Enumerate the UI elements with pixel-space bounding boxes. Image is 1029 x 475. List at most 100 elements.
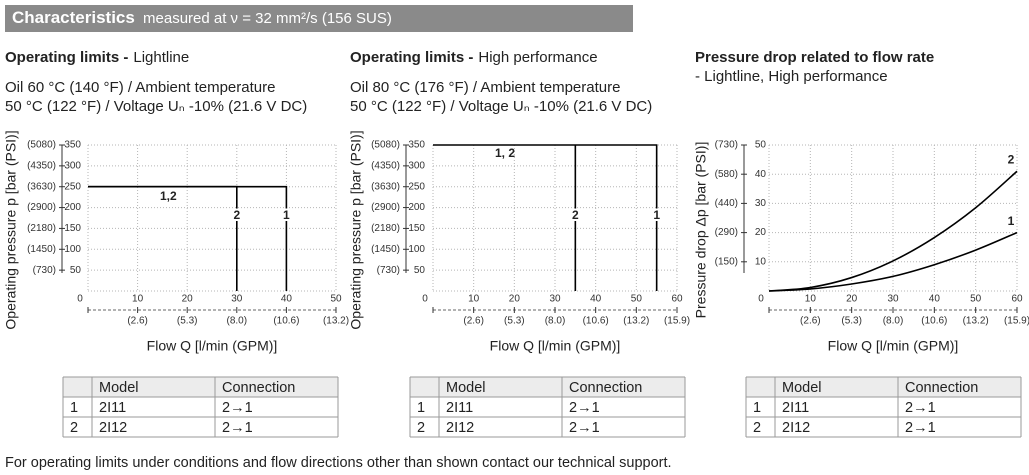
y-tick-label: 20 — [755, 227, 767, 238]
x-tick-label-gpm: (2.6) — [127, 316, 148, 327]
footnote: For operating limits under conditions an… — [5, 455, 672, 471]
table-cell: 2 — [70, 420, 78, 436]
y-tick-label: 100 — [408, 244, 425, 255]
x-tick-label: 60 — [671, 294, 683, 305]
header-subtitle: measured at ν = 32 mm²/s (156 SUS) — [143, 10, 392, 27]
y-tick-label-psi: (2180) — [27, 223, 56, 234]
y-tick-label-psi: (2180) — [371, 223, 400, 234]
x-tick-label: 0 — [422, 294, 428, 305]
table-header: Connection — [569, 380, 642, 396]
series-label: 1 — [283, 208, 290, 222]
x-tick-label: 50 — [330, 294, 342, 305]
y-tick-label-psi: (3630) — [27, 181, 56, 192]
y-tick-label: 200 — [64, 202, 81, 213]
x-tick-label: 10 — [132, 294, 144, 305]
y-axis-label: Operating pressure p [bar (PSI)] — [3, 130, 19, 329]
y-tick-label: 30 — [755, 198, 767, 209]
x-tick-label-gpm: (10.6) — [921, 316, 947, 327]
chart-subtitle: - Lightline, High performance — [695, 68, 888, 85]
y-tick-label: 50 — [70, 265, 82, 276]
condition: Oil 80 °C (176 °F) / Ambient temperature — [350, 79, 620, 96]
header-bar — [5, 5, 633, 32]
table-header: Model — [782, 380, 822, 396]
y-tick-label-psi: (1450) — [27, 244, 56, 255]
table-cell: 2 — [753, 420, 761, 436]
y-tick-label-psi: (2900) — [27, 202, 56, 213]
condition: 50 °C (122 °F) / Voltage Uₙ -10% (21.6 V… — [5, 98, 307, 115]
x-tick-label: 0 — [758, 294, 764, 305]
y-tick-label: 10 — [755, 256, 767, 267]
series-label: 2 — [572, 208, 579, 222]
table-cell: 2→1 — [222, 420, 253, 436]
x-axis-label: Flow Q [l/min (GPM)] — [828, 338, 959, 354]
x-tick-label-gpm: (8.0) — [545, 316, 566, 327]
x-tick-label-gpm: (13.2) — [623, 316, 649, 327]
annotation: 1, 2 — [495, 146, 515, 160]
x-tick-label-gpm: (10.6) — [583, 316, 609, 327]
condition: Oil 60 °C (140 °F) / Ambient temperature — [5, 79, 275, 96]
chart-subtitle: Lightline — [133, 49, 189, 66]
x-tick-label: 10 — [805, 294, 817, 305]
y-tick-label: 300 — [408, 160, 425, 171]
table-cell: 2 — [417, 420, 425, 436]
chart-subtitle: High performance — [478, 49, 597, 66]
table-cell: 2→1 — [905, 420, 936, 436]
y-tick-label: 350 — [408, 140, 425, 151]
x-tick-label: 50 — [970, 294, 982, 305]
table-cell: 2I12 — [99, 420, 127, 436]
table-header: Connection — [905, 380, 978, 396]
table-header: Model — [99, 380, 139, 396]
x-tick-label-gpm: (2.6) — [800, 316, 821, 327]
y-tick-label-psi: (4350) — [371, 160, 400, 171]
y-tick-label: 200 — [408, 202, 425, 213]
table-cell: 2→1 — [569, 420, 600, 436]
y-tick-label: 250 — [408, 181, 425, 192]
table-cell: 2I11 — [99, 400, 126, 416]
curve — [768, 231, 1018, 292]
table-cell: 2→1 — [222, 400, 253, 416]
x-tick-label-gpm: (5.3) — [841, 316, 862, 327]
x-tick-label-gpm: (13.2) — [323, 316, 349, 327]
x-tick-label: 40 — [281, 294, 293, 305]
table-cell: 2→1 — [569, 400, 600, 416]
x-tick-label: 10 — [468, 294, 480, 305]
series-label: 2 — [233, 208, 240, 222]
y-tick-label: 350 — [64, 140, 81, 151]
x-tick-label: 30 — [887, 294, 899, 305]
y-tick-label-psi: (2900) — [371, 202, 400, 213]
header-title: Characteristics — [12, 8, 135, 27]
x-tick-label: 40 — [929, 294, 941, 305]
chart-title: Pressure drop related to flow rate — [695, 49, 934, 66]
x-axis-label: Flow Q [l/min (GPM)] — [147, 338, 278, 354]
y-tick-label-psi: (1450) — [371, 244, 400, 255]
table-header-bg — [410, 377, 685, 397]
x-tick-label-gpm: (2.6) — [463, 316, 484, 327]
y-tick-label-psi: (730) — [33, 265, 56, 276]
y-tick-label: 300 — [64, 160, 81, 171]
annotation: 1,2 — [160, 189, 177, 203]
table-header-bg — [63, 377, 338, 397]
x-tick-label-gpm: (5.3) — [504, 316, 525, 327]
x-axis-label: Flow Q [l/min (GPM)] — [490, 338, 621, 354]
y-tick-label: 150 — [64, 223, 81, 234]
series-label: 1 — [1008, 214, 1015, 228]
table-cell: 2I11 — [446, 400, 473, 416]
x-tick-label-gpm: (8.0) — [227, 316, 248, 327]
x-tick-label: 40 — [590, 294, 602, 305]
y-tick-label: 40 — [755, 169, 767, 180]
y-tick-label-psi: (580) — [715, 169, 738, 180]
table-cell: 2I12 — [782, 420, 810, 436]
x-tick-label-gpm: (8.0) — [883, 316, 904, 327]
chart-title: Operating limits - — [5, 49, 128, 66]
table-cell: 2I12 — [446, 420, 474, 436]
curve — [88, 185, 238, 291]
y-tick-label: 250 — [64, 181, 81, 192]
y-tick-label: 50 — [414, 265, 426, 276]
x-tick-label: 30 — [231, 294, 243, 305]
table-header: Model — [446, 380, 486, 396]
table-cell: 1 — [70, 400, 78, 416]
chart-heading: Pressure drop related to flow rate — [695, 49, 934, 66]
table-cell: 1 — [753, 400, 761, 416]
